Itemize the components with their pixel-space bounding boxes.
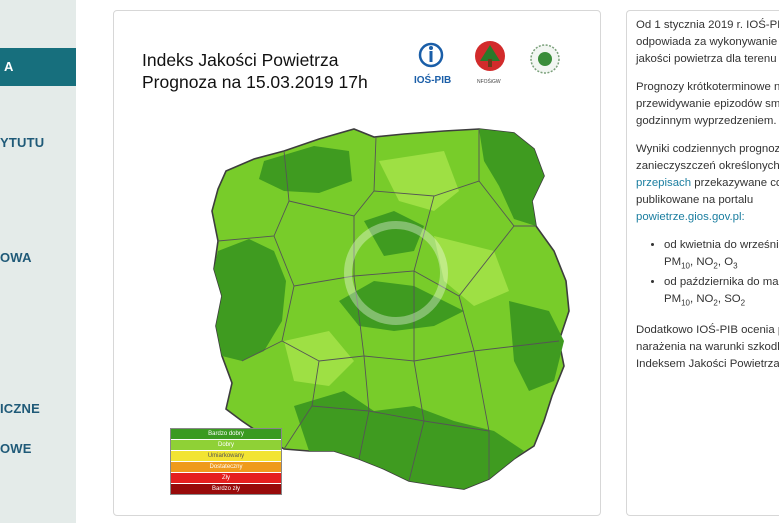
sidebar-item-active[interactable]: A — [0, 48, 76, 86]
pollutant-sub: 2 — [713, 261, 718, 271]
info-paragraph-2: Prognozy krótkoterminowe na celu przewid… — [636, 81, 779, 127]
legend-item-bardzo-zly: Bardzo zły — [171, 484, 281, 494]
emblem-logo — [530, 44, 560, 74]
map-legend: Bardzo dobry Dobry Umiarkowany Dostatecz… — [170, 428, 282, 495]
nfosigw-logo: NFOŚiGW — [475, 41, 505, 85]
info-text-panel: Od 1 stycznia 2019 r. IOŚ-PIB ustawowo o… — [626, 10, 779, 516]
sidebar-item-owa[interactable]: OWA — [0, 250, 76, 265]
province-borders — [217, 129, 560, 482]
zone-dobry-light-3 — [284, 331, 354, 386]
info-paragraph-3: Wyniki codziennych prognoz zanieczyszcze… — [636, 141, 779, 226]
pollutant-sub: 10 — [681, 298, 690, 308]
legend-item-zly: Zły — [171, 473, 281, 484]
info-paragraph-4: Dodatkowo IOŚ-PIB ocenia poziom narażeni… — [636, 323, 779, 370]
list-item-text: od października do marca: — [664, 276, 779, 289]
sidebar-item-owe[interactable]: OWE — [0, 441, 76, 456]
pollutant-sub: 2 — [713, 298, 718, 308]
svg-text:IOŚ-PIB: IOŚ-PIB — [414, 73, 451, 86]
zone-dobry-light-1 — [379, 151, 459, 211]
pollutant-sub: 10 — [681, 261, 690, 271]
pollutant-pm: PM — [664, 256, 682, 268]
ios-pib-logo: IOŚ-PIB — [414, 42, 451, 86]
sidebar-item-institute[interactable]: YTUTU — [0, 135, 76, 150]
sidebar-nav: A YTUTU OWA ICZNE OWE — [0, 0, 76, 523]
pollutant-sub: 3 — [733, 261, 738, 271]
zone-bardzo-dobry-south — [294, 391, 524, 489]
list-item-text: od kwietnia do września: — [664, 239, 779, 251]
poland-air-quality-map[interactable]: IOŚ-PIB NFOŚiGW — [114, 11, 601, 516]
map-title-line2: Prognoza na 15.03.2019 17h — [142, 72, 368, 92]
map-title: Indeks Jakości Powietrza Prognoza na 15.… — [142, 49, 368, 93]
zone-bardzo-dobry-center — [339, 281, 464, 331]
list-item: od października do marca: PM10, NO2, SO2 — [664, 274, 779, 311]
watermark-circle — [344, 221, 448, 325]
sidebar-item-label: OWA — [0, 250, 32, 265]
legend-item-umiarkowany: Umiarkowany — [171, 451, 281, 462]
pollutant-sub: 2 — [740, 298, 746, 308]
zone-bardzo-dobry-west — [214, 239, 286, 361]
pollutant-pm: PM — [664, 293, 682, 306]
pollutant-list: od kwietnia do września: PM10, NO2, O3 o… — [636, 237, 779, 312]
legend-item-dobry: Dobry — [171, 440, 281, 451]
national-regulations-link[interactable]: w krajowych przepisach — [636, 177, 692, 189]
sidebar-item-iczne[interactable]: ICZNE — [0, 401, 76, 416]
svg-text:NFOŚiGW: NFOŚiGW — [477, 77, 501, 85]
sidebar-item-label: YTUTU — [0, 135, 45, 150]
pollutant-no: , NO — [690, 293, 714, 306]
legend-item-bardzo-dobry: Bardzo dobry — [171, 429, 281, 440]
zone-bardzo-dobry-east — [509, 301, 564, 391]
map-title-line1: Indeks Jakości Powietrza — [142, 50, 339, 70]
zone-bardzo-dobry-middle — [364, 211, 424, 256]
sidebar-item-label: A — [4, 59, 14, 74]
air-quality-map-card: IOŚ-PIB NFOŚiGW Indeks Jakości Powietrza… — [113, 10, 601, 516]
zone-dobry-light-2 — [434, 236, 509, 306]
list-item: od kwietnia do września: PM10, NO2, O3 — [664, 237, 779, 274]
info-paragraph-3-end: przekazywane codziennie i publikowane na… — [636, 177, 779, 206]
portal-link[interactable]: powietrze.gios.gov.pl: — [636, 211, 745, 223]
zone-bardzo-dobry-northeast — [479, 129, 544, 226]
pollutant-no: , NO — [690, 256, 714, 268]
sidebar-item-label: ICZNE — [0, 401, 40, 416]
info-paragraph-3-start: Wyniki codziennych prognoz zanieczyszcze… — [636, 143, 779, 172]
legend-item-dostateczny: Dostateczny — [171, 462, 281, 473]
pollutant-so: , SO — [717, 293, 741, 306]
info-paragraph-1: Od 1 stycznia 2019 r. IOŚ-PIB ustawowo o… — [636, 19, 779, 65]
zone-bardzo-dobry-north — [259, 146, 352, 193]
pollutant-o: , O — [717, 256, 734, 268]
sidebar-item-label: OWE — [0, 441, 32, 456]
